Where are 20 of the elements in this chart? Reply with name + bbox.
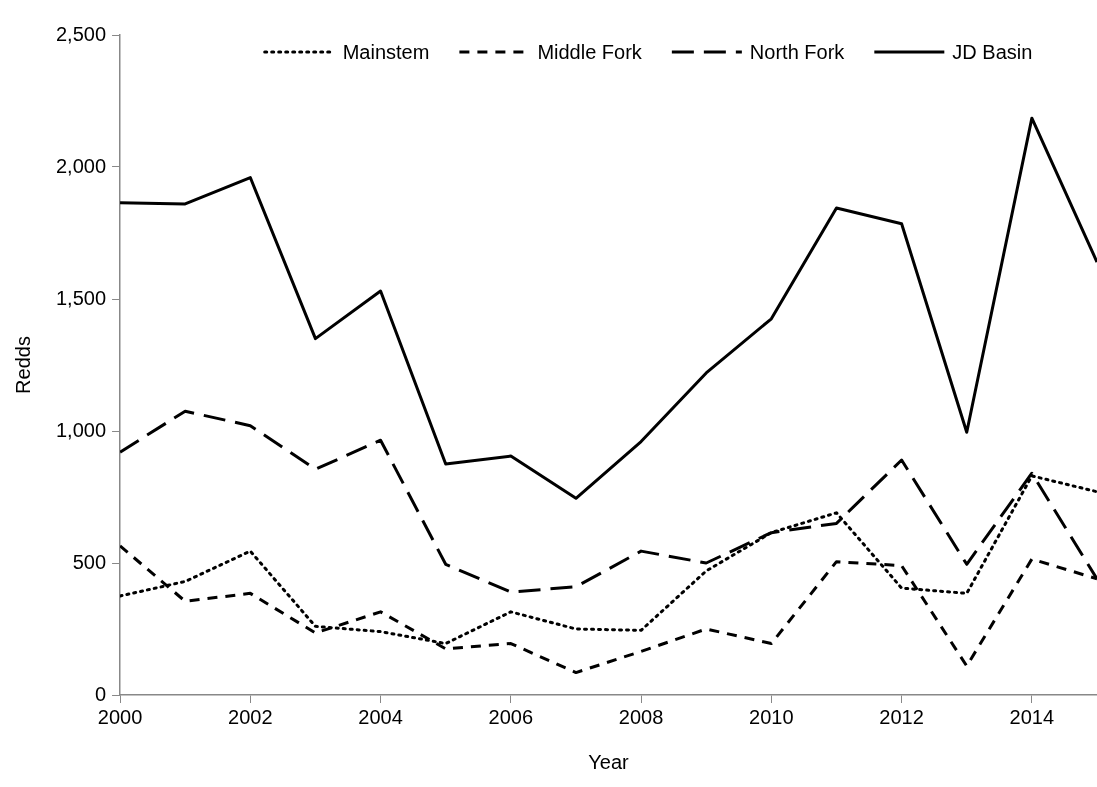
x-tick-label: 2004: [358, 705, 403, 728]
y-tick-label: 1,500: [55, 286, 107, 309]
legend-label: JD Basin: [952, 40, 1033, 63]
x-tick-label: 2002: [228, 705, 273, 728]
y-axis-title: Redds: [11, 336, 34, 394]
y-tick-label: 2,500: [55, 22, 107, 45]
y-tick-label: 0: [94, 682, 107, 705]
x-tick-label: 2008: [618, 705, 664, 728]
y-tick-label: 2,000: [55, 154, 107, 177]
legend-label: Mainstem: [342, 40, 430, 63]
x-axis-title: Year: [588, 750, 630, 773]
y-tick-label: 500: [72, 550, 107, 573]
x-tick-label: 2000: [97, 705, 143, 728]
x-tick-label: 2012: [879, 705, 924, 728]
legend-label: North Fork: [749, 40, 846, 63]
x-tick-label: 2014: [1009, 705, 1055, 728]
legend-label: Middle Fork: [537, 40, 643, 63]
y-tick-label: 1,000: [55, 418, 107, 441]
x-tick-label: 2010: [749, 705, 794, 728]
x-tick-label: 2006: [488, 705, 534, 728]
